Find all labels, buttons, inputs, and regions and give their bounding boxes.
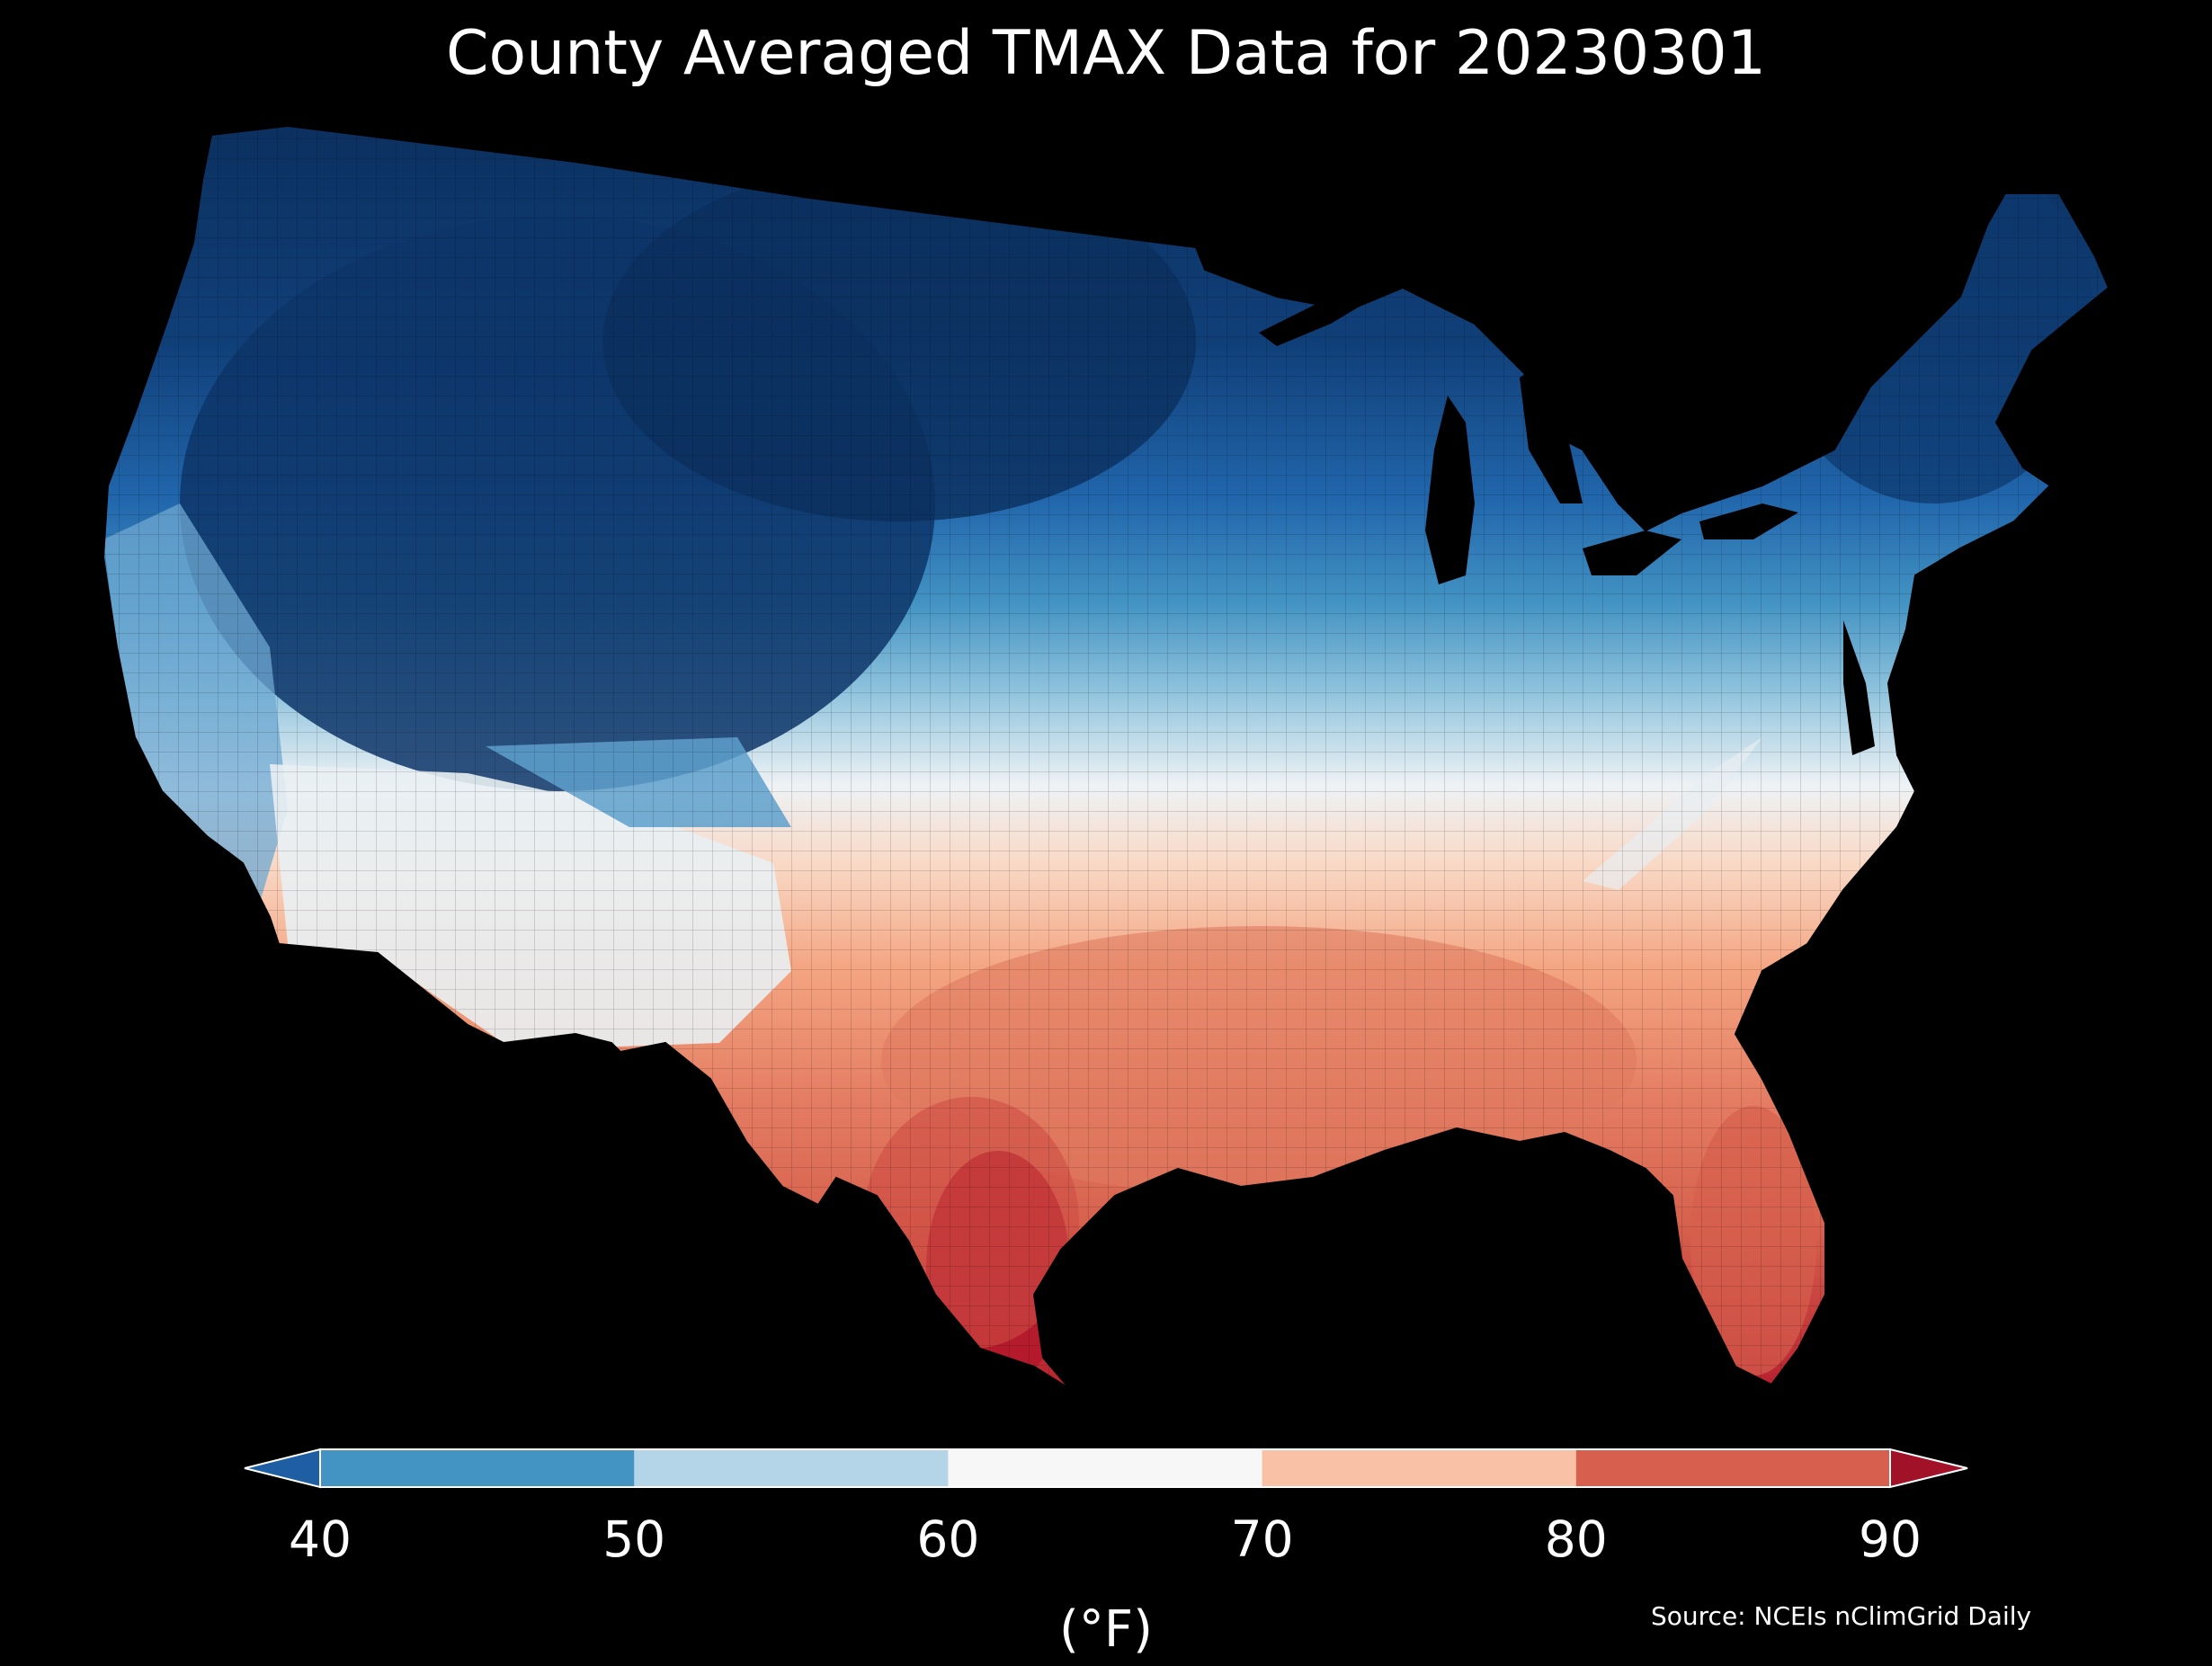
map-title: County Averaged TMAX Data for 20230301 — [446, 18, 1766, 89]
colorbar-bin-70-80 — [1262, 1449, 1577, 1487]
colorbar-tick-label: 40 — [289, 1510, 352, 1568]
colorbar-tick-label: 80 — [1544, 1510, 1608, 1568]
colorbar-bin-60-70 — [948, 1449, 1263, 1487]
colorbar-bin-80-90 — [1575, 1449, 1891, 1487]
colorbar-tick-label: 70 — [1230, 1510, 1294, 1568]
colorbar-extend-low — [244, 1448, 321, 1489]
colorbar-tick-label: 50 — [602, 1510, 666, 1568]
source-credit: Source: NCEIs nClimGrid Daily — [1651, 1601, 2032, 1631]
colorbar-tick-label: 60 — [916, 1510, 980, 1568]
colorbar-bin-40-50 — [320, 1449, 635, 1487]
colorbar-bin-50-60 — [634, 1449, 949, 1487]
colorbar-extend-high — [1889, 1448, 1968, 1489]
colorbar-tick-label: 90 — [1859, 1510, 1922, 1568]
colorbar-unit-label: (°F) — [1059, 1600, 1153, 1659]
